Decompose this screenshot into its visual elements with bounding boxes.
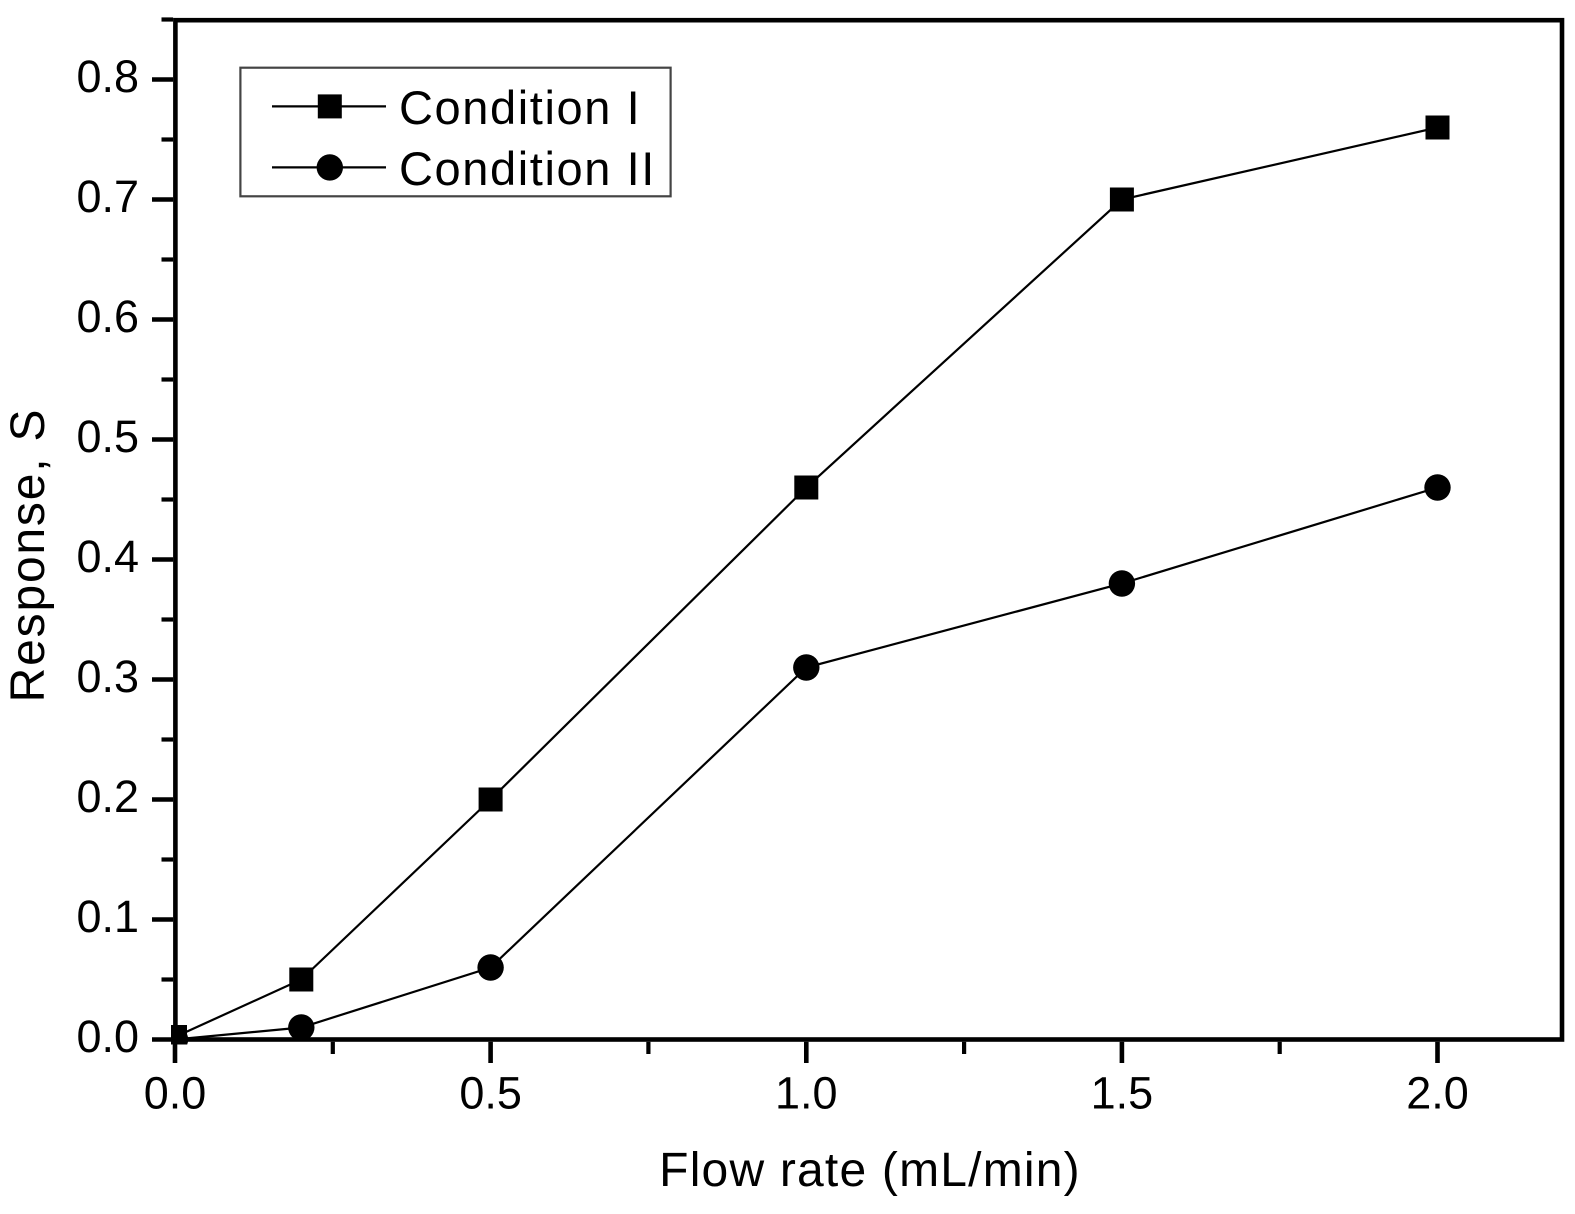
svg-text:0.0: 0.0 xyxy=(144,1068,207,1119)
svg-text:0.6: 0.6 xyxy=(76,291,139,342)
svg-text:0.8: 0.8 xyxy=(76,51,139,102)
svg-text:0.3: 0.3 xyxy=(76,651,139,702)
svg-text:Condition II: Condition II xyxy=(399,142,656,195)
svg-text:0.7: 0.7 xyxy=(76,171,139,222)
svg-text:0.5: 0.5 xyxy=(76,411,139,462)
svg-text:Response, S: Response, S xyxy=(2,408,55,703)
svg-text:2.0: 2.0 xyxy=(1406,1068,1469,1119)
svg-text:0.1: 0.1 xyxy=(76,891,139,942)
svg-text:1.0: 1.0 xyxy=(775,1068,838,1119)
svg-text:0.4: 0.4 xyxy=(76,531,139,582)
svg-text:0.5: 0.5 xyxy=(459,1068,522,1119)
svg-text:0.0: 0.0 xyxy=(76,1011,139,1062)
svg-text:Condition I: Condition I xyxy=(399,81,641,134)
svg-text:Flow rate (mL/min): Flow rate (mL/min) xyxy=(659,1144,1081,1197)
svg-text:1.5: 1.5 xyxy=(1091,1068,1154,1119)
svg-text:0.2: 0.2 xyxy=(76,771,139,822)
